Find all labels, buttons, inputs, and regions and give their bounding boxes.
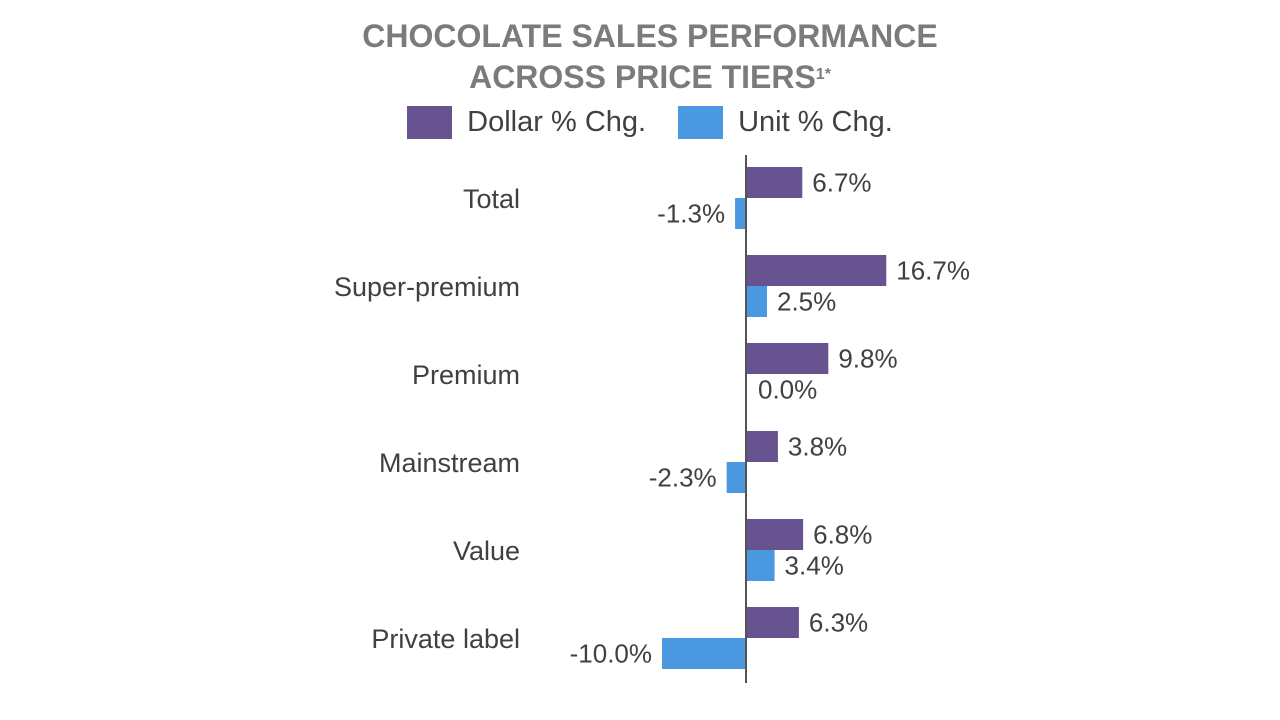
legend-label-dollar: Dollar % Chg. xyxy=(467,106,647,138)
category-label: Super-premium xyxy=(334,272,520,302)
title-text: ACROSS PRICE TIERS xyxy=(469,59,816,95)
legend-item-unit: Unit % Chg. xyxy=(678,106,893,139)
data-label: -10.0% xyxy=(570,639,652,669)
category-label: Total xyxy=(463,184,520,214)
data-label: -2.3% xyxy=(649,463,717,493)
data-label: 6.8% xyxy=(813,520,872,550)
dollar-bar xyxy=(746,431,778,462)
data-label: 16.7% xyxy=(896,256,970,286)
data-label: 3.4% xyxy=(785,551,844,581)
data-label: 0.0% xyxy=(758,375,817,405)
unit-bar xyxy=(726,462,746,493)
legend-swatch-dollar xyxy=(407,106,453,139)
legend-item-dollar: Dollar % Chg. xyxy=(407,106,646,139)
data-label: -1.3% xyxy=(657,199,725,229)
category-label: Private label xyxy=(371,624,520,654)
chart-title-line2: ACROSS PRICE TIERS1* xyxy=(0,57,1280,97)
dollar-bar xyxy=(746,519,804,550)
unit-bar xyxy=(662,638,746,669)
legend: Dollar % Chg. Unit % Chg. xyxy=(0,106,1280,139)
title-footnote-marker: 1* xyxy=(815,66,831,83)
data-label: 9.8% xyxy=(838,344,897,374)
data-label: 3.8% xyxy=(788,432,847,462)
unit-bar xyxy=(746,550,775,581)
data-label: 2.5% xyxy=(777,287,836,317)
legend-swatch-unit xyxy=(678,106,724,139)
unit-bar xyxy=(746,286,767,317)
category-label: Mainstream xyxy=(379,448,520,478)
category-label: Premium xyxy=(412,360,520,390)
title-text: CHOCOLATE SALES PERFORMANCE xyxy=(362,18,938,54)
chart-title-line1: CHOCOLATE SALES PERFORMANCE xyxy=(0,16,1280,56)
category-label: Value xyxy=(453,536,520,566)
data-label: 6.7% xyxy=(812,168,871,198)
dollar-bar xyxy=(746,255,887,286)
dollar-bar xyxy=(746,167,803,198)
legend-label-unit: Unit % Chg. xyxy=(738,106,893,138)
data-label: 6.3% xyxy=(809,608,868,638)
dollar-bar xyxy=(746,343,829,374)
dollar-bar xyxy=(746,607,799,638)
unit-bar xyxy=(735,198,746,229)
